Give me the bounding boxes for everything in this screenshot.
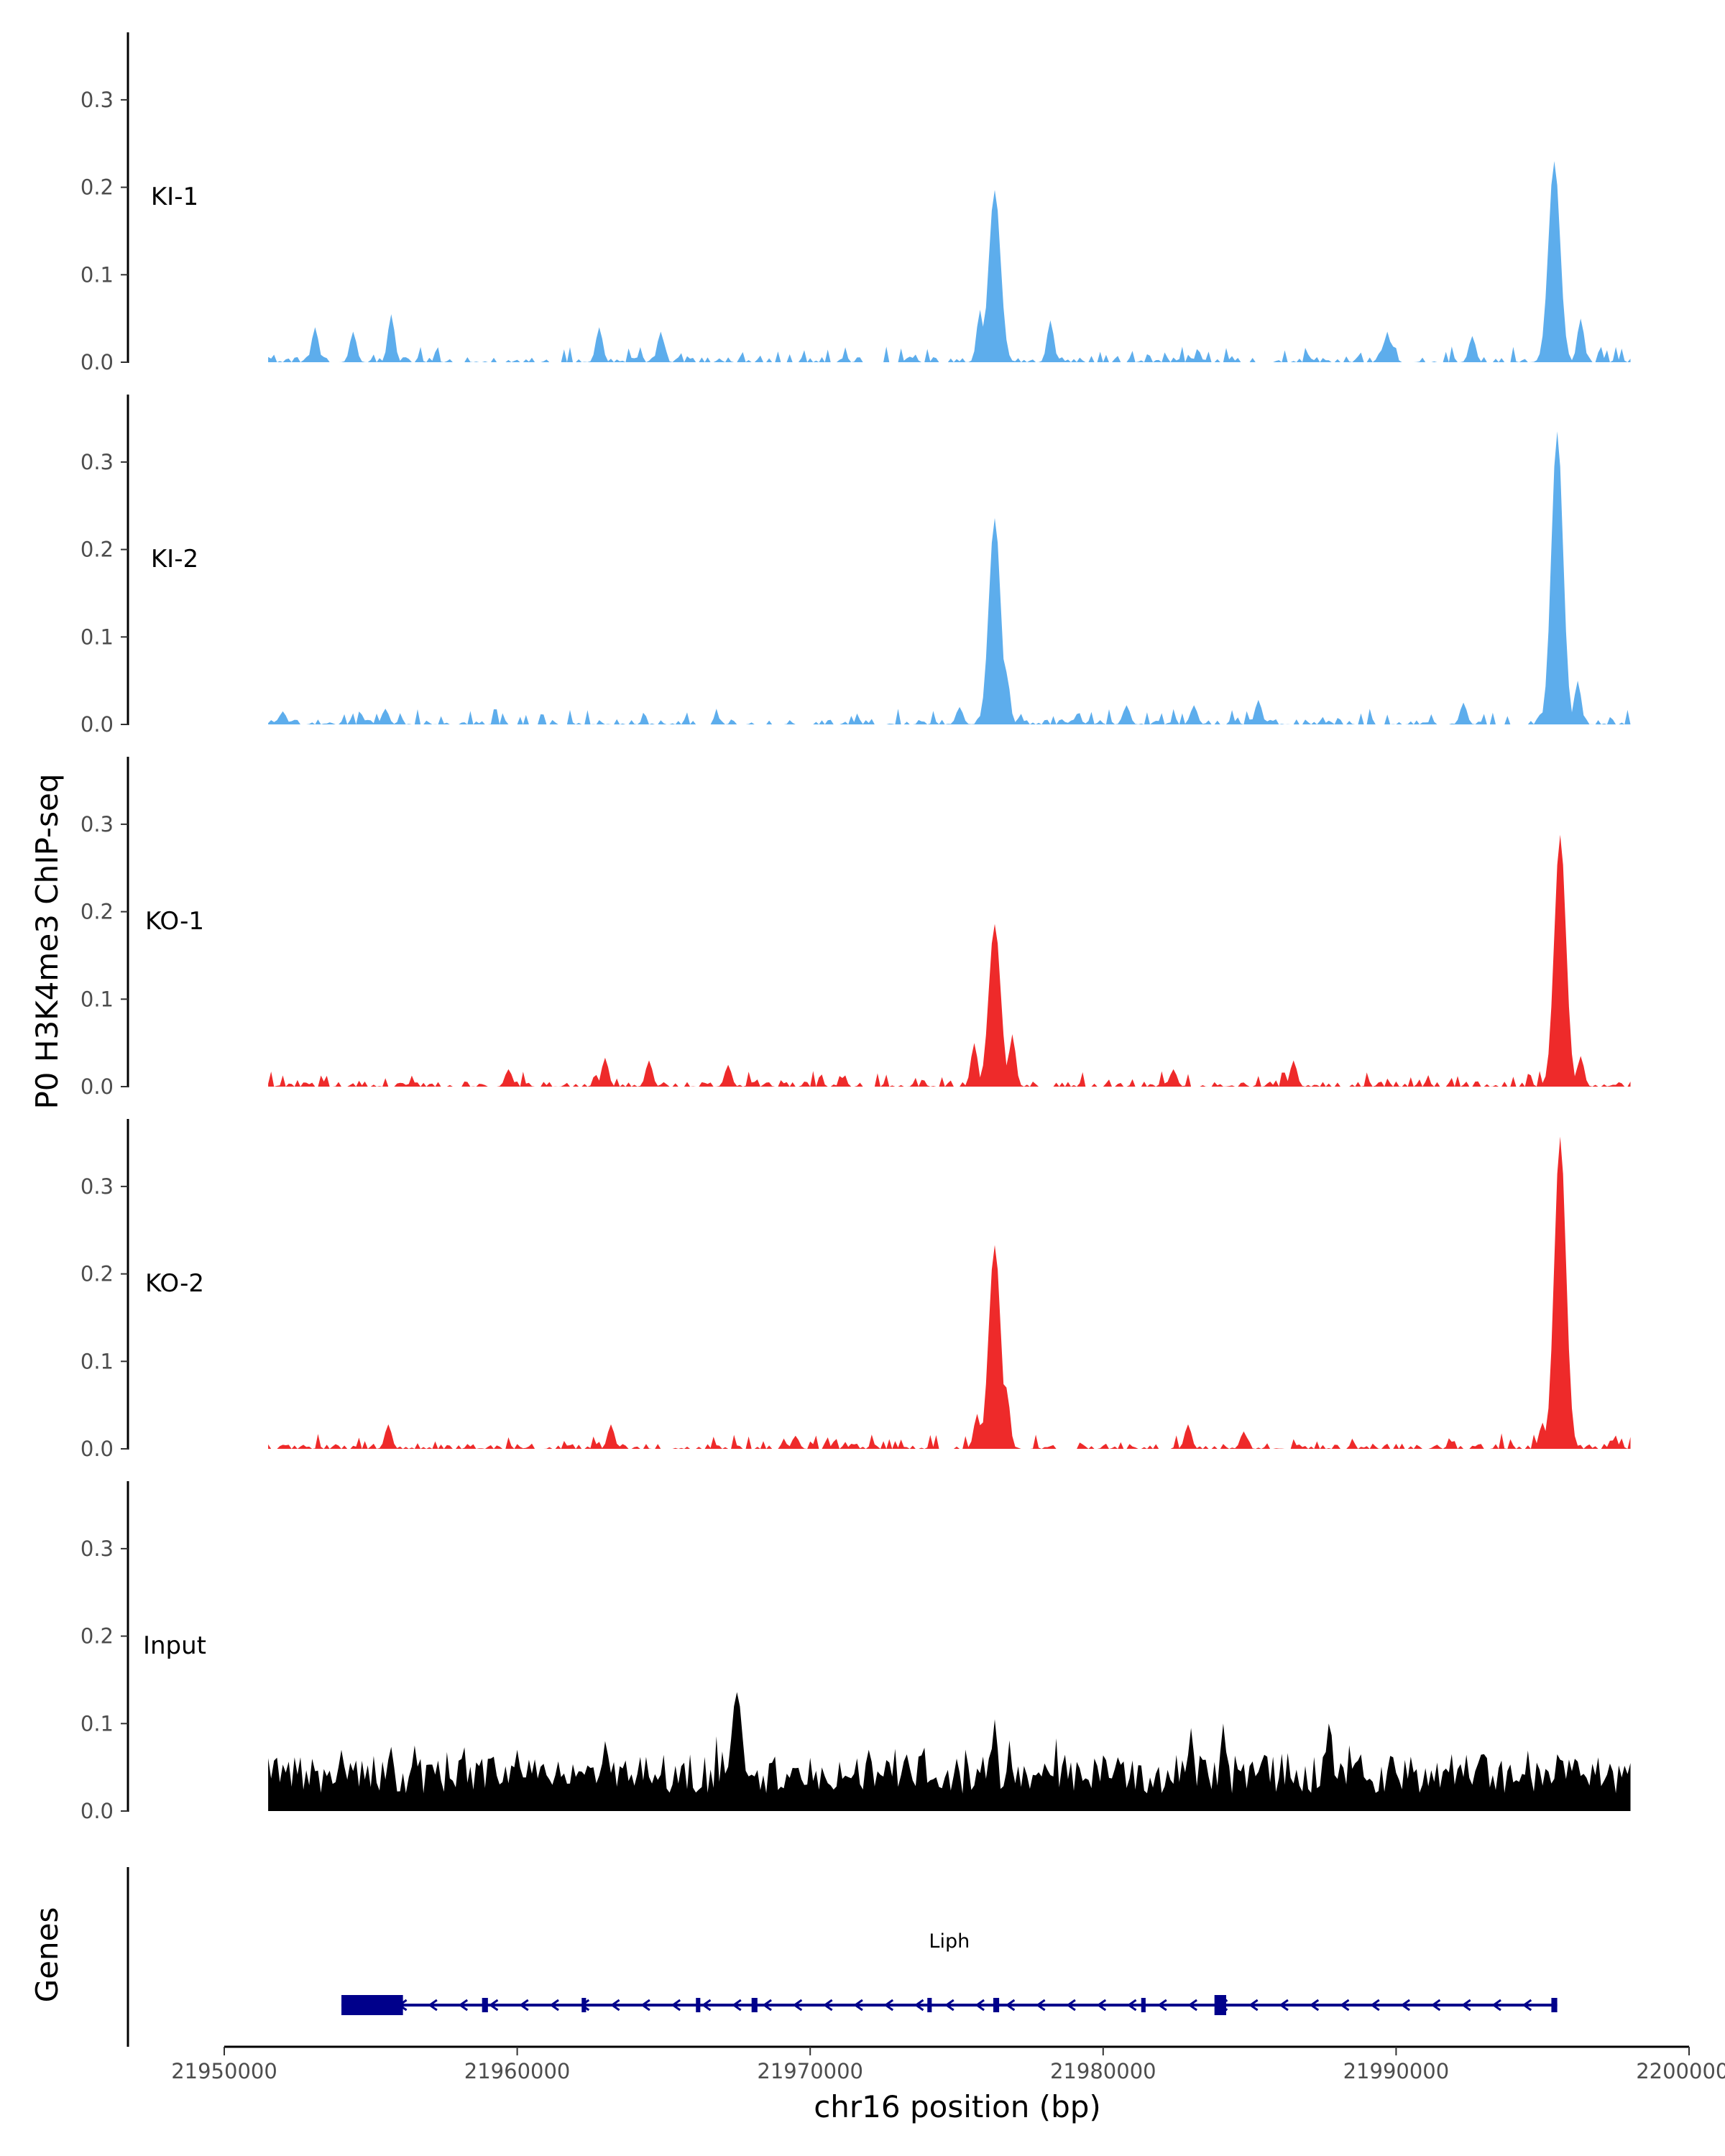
gene-name-label: Liph	[929, 1930, 970, 1953]
strand-chevron	[610, 1999, 620, 2012]
strand-chevron	[1279, 1999, 1289, 2012]
strand-chevron	[975, 1999, 985, 2012]
gene-panel: Liph	[126, 1867, 1558, 2047]
y-tick-label: 0.2	[80, 1262, 114, 1286]
strand-chevron	[762, 1999, 772, 2012]
strand-chevron	[1005, 1999, 1016, 2012]
strand-chevron	[1126, 1999, 1137, 2012]
gene-exon	[1141, 1998, 1146, 2012]
gene-exon	[696, 1998, 701, 2012]
track-label: KI-1	[151, 183, 198, 211]
signal-area-input	[268, 1692, 1631, 1811]
strand-chevron	[1036, 1999, 1046, 2012]
strand-chevron	[549, 1999, 559, 2012]
gene-exon	[993, 1998, 1000, 2012]
strand-chevron	[458, 1999, 469, 2012]
strand-chevron	[1461, 1999, 1471, 2012]
track-label: KI-2	[151, 545, 198, 573]
gene-exon	[1214, 1995, 1226, 2015]
y-tick-label: 0.1	[80, 1711, 114, 1736]
strand-chevron	[823, 1999, 833, 2012]
track-ko-2: 0.0 0.1 0.2 0.3 KO-2	[80, 1119, 1631, 1461]
y-tick-label: 0.2	[80, 1624, 114, 1649]
strand-chevron	[883, 1999, 894, 2012]
strand-chevron	[1248, 1999, 1259, 2012]
strand-chevron	[640, 1999, 650, 2012]
track-ki-1: 0.0 0.1 0.2 0.3 KI-1	[80, 32, 1631, 374]
strand-chevron	[1187, 1999, 1197, 2012]
track-ki-2: 0.0 0.1 0.2 0.3 KI-2	[80, 395, 1631, 737]
strand-chevron	[1157, 1999, 1167, 2012]
signal-area-ki-1	[268, 161, 1631, 362]
strand-chevron	[1066, 1999, 1076, 2012]
gene-exon	[751, 1998, 758, 2012]
signal-area-ki-2	[268, 431, 1631, 724]
gene-exon	[1551, 1998, 1558, 2012]
y-tick-label: 0.0	[80, 712, 114, 737]
signal-area-ko-1	[268, 834, 1631, 1087]
y-tick-label: 0.3	[80, 1537, 114, 1561]
y-tick-label: 0.2	[80, 175, 114, 200]
x-tick-label: 21950000	[171, 2059, 277, 2083]
strand-chevron	[1339, 1999, 1350, 2012]
strand-chevron	[701, 1999, 712, 2012]
x-tick-label: 21990000	[1343, 2059, 1450, 2083]
strand-chevron	[1309, 1999, 1320, 2012]
strand-chevron	[519, 1999, 529, 2012]
x-axis: 21950000 21960000 21970000 21980000 21990000…	[171, 2045, 1725, 2083]
y-tick-label: 0.1	[80, 625, 114, 649]
signal-tracks: 0.00.10.20.3KI-10.00.10.20.3KI-20.00.10.…	[80, 32, 1631, 1823]
y-tick-label: 0.1	[80, 1349, 114, 1373]
y-tick-label: 0.3	[80, 812, 114, 837]
track-input: 0.0 0.1 0.2 0.3 Input	[80, 1481, 1631, 1823]
y-tick-label: 0.1	[80, 987, 114, 1011]
strand-chevron	[428, 1999, 438, 2012]
strand-chevron	[1430, 1999, 1441, 2012]
y-tick-label: 0.3	[80, 450, 114, 474]
strand-chevron	[914, 1999, 924, 2012]
strand-chevron	[1400, 1999, 1411, 2012]
y-tick-label: 0.0	[80, 1799, 114, 1823]
y-tick-label: 0.3	[80, 1174, 114, 1199]
signal-area-ko-2	[268, 1136, 1631, 1449]
genes-axis-title: Genes	[29, 1907, 65, 2003]
track-label: KO-2	[145, 1269, 204, 1298]
track-label: KO-1	[145, 907, 204, 936]
x-tick-label: 21960000	[464, 2059, 571, 2083]
strand-chevron	[792, 1999, 803, 2012]
y-tick-label: 0.3	[80, 88, 114, 112]
y-tick-label: 0.2	[80, 538, 114, 562]
strand-chevron	[1096, 1999, 1107, 2012]
gene-exon	[581, 1998, 586, 2012]
strand-chevron	[488, 1999, 499, 2012]
x-tick-label: 21980000	[1050, 2059, 1156, 2083]
strand-chevron	[1522, 1999, 1532, 2012]
strand-chevron	[944, 1999, 954, 2012]
y-tick-label: 0.0	[80, 350, 114, 374]
y-axis-title: P0 H3K4me3 ChIP-seq	[29, 773, 65, 1109]
strand-chevron	[1491, 1999, 1501, 2012]
gene-exon	[927, 1998, 932, 2012]
y-tick-label: 0.1	[80, 262, 114, 287]
y-tick-label: 0.0	[80, 1074, 114, 1099]
track-ko-1: 0.0 0.1 0.2 0.3 KO-1	[80, 757, 1631, 1099]
x-tick-label: 21970000	[757, 2059, 863, 2083]
gene-exon	[482, 1998, 488, 2012]
y-tick-label: 0.2	[80, 900, 114, 924]
y-tick-label: 0.0	[80, 1437, 114, 1461]
strand-chevron	[671, 1999, 681, 2012]
strand-chevron	[732, 1999, 742, 2012]
strand-chevron	[853, 1999, 863, 2012]
track-label: Input	[143, 1631, 206, 1660]
x-axis-title: chr16 position (bp)	[814, 2089, 1101, 2124]
strand-chevron	[1370, 1999, 1380, 2012]
x-tick-label: 22000000	[1636, 2059, 1725, 2083]
gene-exon	[341, 1995, 403, 2015]
